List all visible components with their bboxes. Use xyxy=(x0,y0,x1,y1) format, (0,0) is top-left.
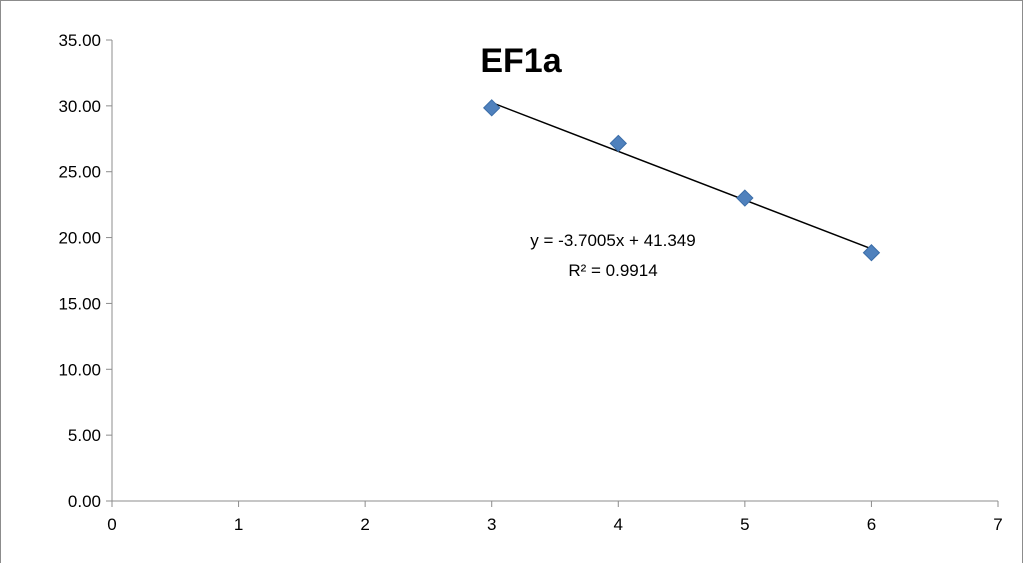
x-tick-label: 5 xyxy=(740,515,749,534)
trendline-r-squared: R² = 0.9914 xyxy=(568,261,657,280)
trendline-layer xyxy=(491,101,872,250)
y-tick-label: 30.00 xyxy=(58,97,101,116)
trendline xyxy=(491,101,872,250)
data-point xyxy=(862,244,881,262)
data-point xyxy=(483,99,501,117)
x-tick-label: 7 xyxy=(993,515,1002,534)
x-tick-label: 6 xyxy=(867,515,876,534)
y-tick-label: 10.00 xyxy=(58,360,101,379)
chart-title: EF1a xyxy=(480,42,562,80)
data-points xyxy=(483,99,881,262)
y-tick-label: 5.00 xyxy=(68,426,101,445)
y-tick-label: 25.00 xyxy=(58,163,101,182)
x-tick-label: 0 xyxy=(107,515,116,534)
x-tick-label: 4 xyxy=(614,515,623,534)
y-tick-label: 0.00 xyxy=(68,492,101,511)
data-point xyxy=(609,134,627,153)
y-tick-label: 15.00 xyxy=(58,294,101,313)
trendline-equation: y = -3.7005x + 41.349 xyxy=(530,231,695,250)
y-tick-label: 20.00 xyxy=(58,229,101,248)
x-tick-label: 3 xyxy=(487,515,496,534)
x-tick-label: 1 xyxy=(234,515,243,534)
y-tick-label: 35.00 xyxy=(58,31,101,50)
axes: 0.00 5.00 10.00 15.00 20.00 25.00 30.00 35.00 0 1… xyxy=(58,31,1002,534)
data-point xyxy=(736,189,754,207)
x-tick-label: 2 xyxy=(360,515,369,534)
